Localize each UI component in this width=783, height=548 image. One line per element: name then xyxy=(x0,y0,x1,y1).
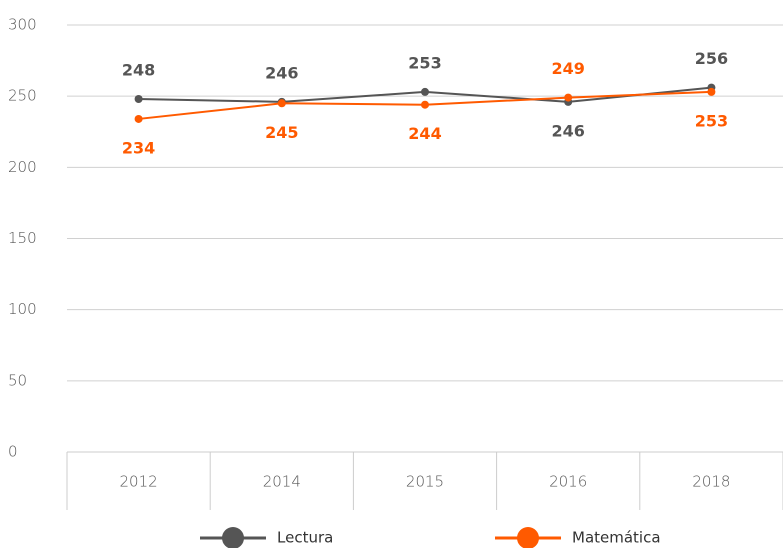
x-tick-label: 2016 xyxy=(549,473,587,491)
legend-label: Lectura xyxy=(277,529,333,547)
point xyxy=(421,100,429,109)
data-label: 234 xyxy=(122,138,155,157)
y-tick-label: 50 xyxy=(8,371,27,389)
x-tick-label: 2014 xyxy=(263,473,301,491)
y-tick-label: 250 xyxy=(8,87,37,105)
y-tick-label: 100 xyxy=(8,300,37,318)
data-label: 246 xyxy=(551,121,584,140)
data-label: 249 xyxy=(551,59,584,78)
data-label: 256 xyxy=(695,49,728,68)
point xyxy=(707,87,716,96)
data-label: 248 xyxy=(122,61,155,80)
data-label: 246 xyxy=(265,63,298,82)
legend-label: Matemática xyxy=(572,529,661,547)
legend-marker xyxy=(517,527,539,548)
point xyxy=(564,93,573,102)
point xyxy=(277,99,286,108)
x-tick-label: 2012 xyxy=(120,473,158,491)
y-tick-label: 150 xyxy=(8,229,37,247)
data-label: 253 xyxy=(408,53,441,72)
data-label: 244 xyxy=(408,124,441,143)
data-label: 245 xyxy=(265,123,298,142)
y-tick-label: 200 xyxy=(8,158,37,176)
legend-marker xyxy=(222,527,244,548)
data-label: 253 xyxy=(695,111,728,130)
y-tick-label: 300 xyxy=(8,16,37,34)
y-tick-label: 0 xyxy=(8,443,18,461)
point xyxy=(134,95,143,104)
point xyxy=(421,87,429,96)
point xyxy=(134,114,143,123)
x-tick-label: 2018 xyxy=(692,473,730,491)
x-tick-label: 2015 xyxy=(406,473,444,491)
